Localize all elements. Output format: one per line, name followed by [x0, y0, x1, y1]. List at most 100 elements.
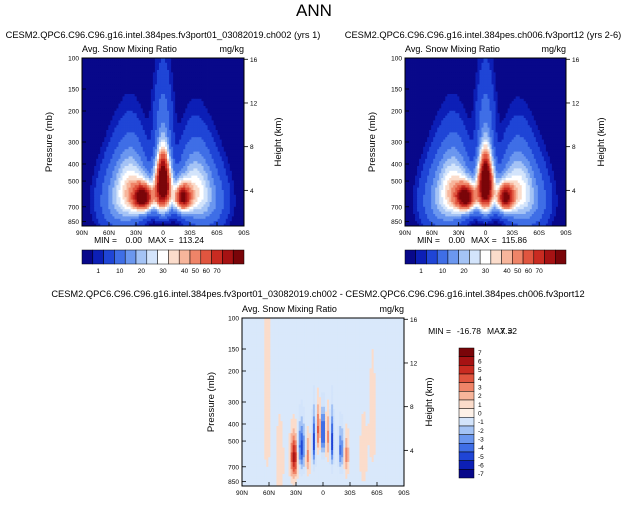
colorbar-swatch [512, 250, 523, 264]
y-tick-label: 400 [391, 161, 402, 168]
colorbar-label: 70 [536, 268, 544, 275]
panel-1-contour-field [82, 58, 244, 226]
y-tick-label: 700 [68, 204, 79, 211]
colorbar-swatch [459, 435, 474, 444]
y-tick-label: 100 [68, 56, 79, 63]
colorbar-swatch [136, 250, 147, 264]
y-right-tick-label: 12 [250, 100, 258, 107]
y-right-tick-label: 4 [410, 448, 414, 455]
colorbar-swatch [459, 391, 474, 400]
y-tick-label: 400 [228, 421, 239, 428]
colorbar-label: 1 [96, 268, 100, 275]
y-right-tick-label: 16 [410, 317, 418, 324]
panel-3-min-label: MIN = [428, 326, 451, 336]
panel-2-ylabel-right: Height (km) [596, 117, 607, 166]
colorbar-swatch [545, 250, 556, 264]
panel-1: CESM2.QPC6.C96.C96.g16.intel.384pes.fv3p… [6, 30, 321, 275]
y-tick-label: 150 [391, 87, 402, 94]
colorbar-swatch [125, 250, 136, 264]
panel-1-ylabel: Pressure (mb) [44, 112, 55, 172]
colorbar-swatch [437, 250, 448, 264]
x-tick-label: 90N [76, 230, 88, 237]
panel-1-variable: Avg. Snow Mixing Ratio [82, 44, 177, 54]
colorbar-swatch [222, 250, 233, 264]
colorbar-label: 0 [478, 411, 482, 418]
colorbar-swatch [104, 250, 115, 264]
y-tick-label: 200 [228, 368, 239, 375]
y-right-tick-label: 4 [572, 188, 576, 195]
panel-2-max-label: MAX = [471, 235, 497, 245]
y-tick-label: 150 [228, 347, 239, 354]
colorbar-label: 30 [159, 268, 167, 275]
colorbar-swatch [448, 250, 459, 264]
panel-3-title: CESM2.QPC6.C96.C96.g16.intel.384pes.fv3p… [51, 289, 584, 299]
colorbar-swatch [459, 383, 474, 392]
x-tick-label: 90N [236, 490, 248, 497]
panel-2-contour-field [405, 58, 566, 226]
colorbar-label: 10 [439, 268, 447, 275]
panel-3-units: mg/kg [379, 304, 404, 314]
y-tick-label: 400 [68, 161, 79, 168]
panel-1-units: mg/kg [219, 44, 244, 54]
colorbar-label: 40 [503, 268, 511, 275]
colorbar-label: 1 [419, 268, 423, 275]
panel-1-max-value: 113.24 [179, 235, 205, 245]
colorbar-label: 2 [478, 393, 482, 400]
y-right-tick-label: 12 [410, 360, 418, 367]
colorbar-swatch [491, 250, 502, 264]
panel-1-ylabel-right: Height (km) [273, 117, 284, 166]
panel-1-min-value: 0.00 [125, 235, 142, 245]
colorbar-label: 10 [116, 268, 124, 275]
colorbar-swatch [459, 374, 474, 383]
panel-3-ylabel: Pressure (mb) [206, 372, 217, 432]
y-tick-label: 850 [391, 219, 402, 226]
colorbar-swatch [534, 250, 545, 264]
colorbar-swatch [523, 250, 534, 264]
colorbar-swatch [190, 250, 201, 264]
y-right-tick-label: 8 [250, 144, 254, 151]
colorbar-label: 40 [181, 268, 189, 275]
y-tick-label: 300 [228, 400, 239, 407]
colorbar-label: 4 [478, 376, 482, 383]
colorbar-label: 60 [203, 268, 211, 275]
colorbar-swatch [459, 348, 474, 357]
x-tick-label: 60S [371, 490, 383, 497]
panel-3: CESM2.QPC6.C96.C96.g16.intel.384pes.fv3p… [51, 289, 584, 497]
panel-2-min-label: MIN = [417, 235, 440, 245]
colorbar-label: 60 [525, 268, 533, 275]
panel-1-min-label: MIN = [94, 235, 117, 245]
panel-2-min-value: 0.00 [448, 235, 465, 245]
y-tick-label: 150 [68, 87, 79, 94]
panel-3-variable: Avg. Snow Mixing Ratio [242, 304, 337, 314]
y-tick-label: 700 [391, 204, 402, 211]
y-right-tick-label: 8 [410, 404, 414, 411]
y-tick-label: 200 [391, 108, 402, 115]
colorbar-label: -2 [478, 428, 484, 435]
colorbar-swatch [469, 250, 480, 264]
x-tick-label: 60S [533, 230, 545, 237]
colorbar-swatch [82, 250, 93, 264]
y-right-tick-label: 12 [572, 100, 580, 107]
y-tick-label: 700 [228, 464, 239, 471]
panel-1-max-label: MAX = [148, 235, 174, 245]
colorbar-swatch [158, 250, 169, 264]
x-tick-label: 90S [398, 490, 410, 497]
y-tick-label: 100 [391, 56, 402, 63]
colorbar-swatch [502, 250, 513, 264]
colorbar-swatch [480, 250, 491, 264]
y-tick-label: 850 [68, 219, 79, 226]
x-tick-label: 90N [399, 230, 411, 237]
y-right-tick-label: 16 [250, 57, 258, 64]
colorbar-swatch [114, 250, 125, 264]
colorbar-label: -5 [478, 454, 484, 461]
panel-1-title: CESM2.QPC6.C96.C96.g16.intel.384pes.fv3p… [6, 30, 321, 40]
colorbar-label: -7 [478, 471, 484, 478]
y-tick-label: 500 [391, 179, 402, 186]
y-tick-label: 300 [68, 140, 79, 147]
colorbar-label: 30 [482, 268, 490, 275]
colorbar-swatch [212, 250, 223, 264]
